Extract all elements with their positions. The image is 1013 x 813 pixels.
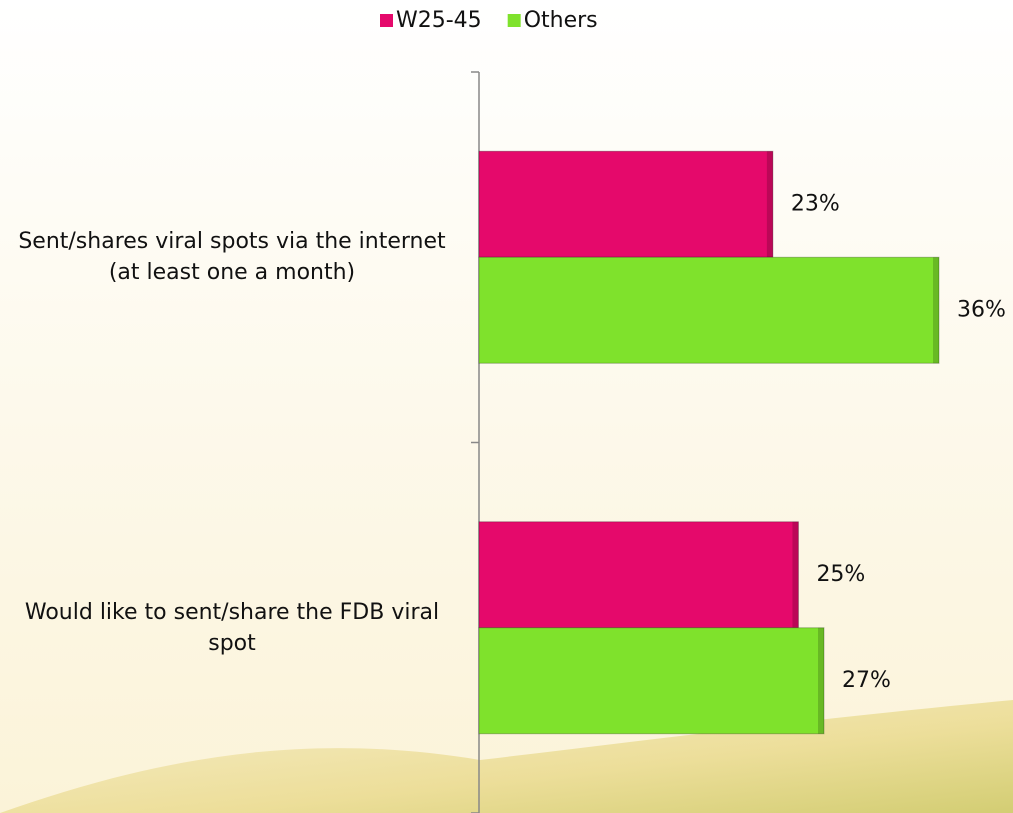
category-label: Sent/shares viral spots via the internet… [12,226,452,288]
bar-shade [818,628,824,734]
bar [479,151,773,257]
legend-label: W25-45 [396,8,482,33]
bar [479,257,939,363]
bar-shade [767,151,773,257]
bar [479,522,798,628]
bar [479,628,824,734]
page: W25-45Others23%36%25%27% (() => { const … [0,0,1013,813]
category-label: Would like to sent/share the FDB viral s… [12,597,452,659]
legend-swatch [508,14,521,27]
legend-label: Others [524,8,598,33]
bar-shade [792,522,798,628]
bar-shade [933,257,939,363]
chart: W25-45 Others 23% 36% 25% 27% [0,0,1013,813]
value-label: 36% [957,297,1006,322]
value-label: 25% [816,562,865,587]
legend-swatch [380,14,393,27]
value-label: 23% [791,191,840,216]
value-label: 27% [842,668,891,693]
